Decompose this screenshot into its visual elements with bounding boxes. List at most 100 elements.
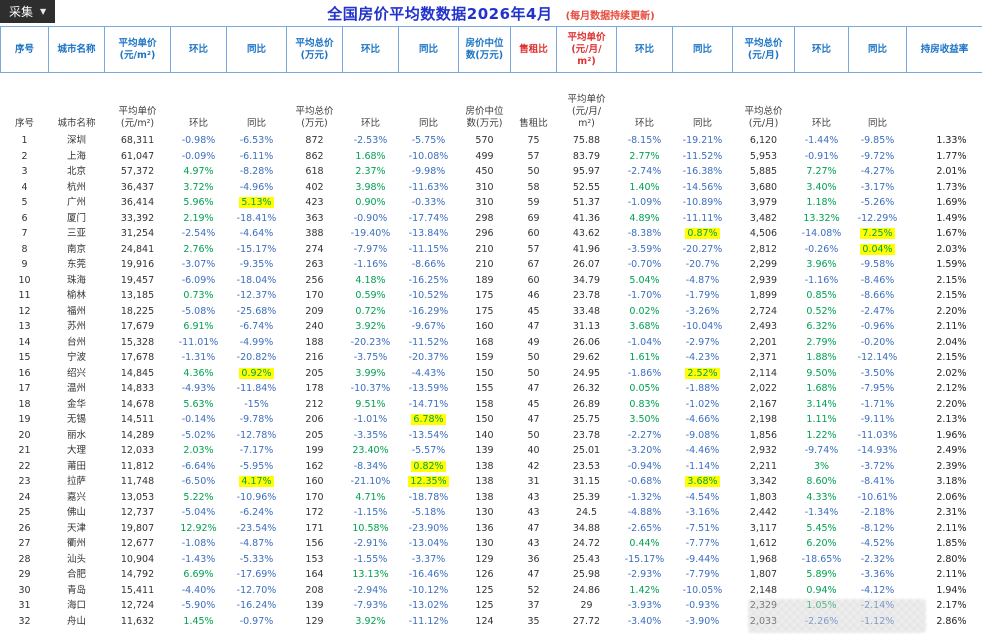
cell-tb2: -11.63% bbox=[408, 181, 449, 193]
cell-price: 33,392 bbox=[120, 212, 155, 224]
cell-yield: 2.49% bbox=[936, 445, 967, 456]
table-row: 23 拉萨 11,748 -6.50% 4.17% 160 -21.10% 12.35% 138… bbox=[1, 474, 982, 490]
cell-price: 14,845 bbox=[120, 367, 155, 379]
cell-rent_total: 2,329 bbox=[749, 600, 778, 611]
cell-hb2: 3.98% bbox=[355, 181, 386, 193]
cell-tb1: -12.78% bbox=[236, 429, 277, 441]
cell-ratio: 49 bbox=[527, 336, 540, 348]
cell-rent: 83.79 bbox=[572, 150, 601, 162]
table-row: 26 天津 19,807 12.92% -23.54% 171 10.58% -23.90% 1… bbox=[1, 521, 982, 537]
cell-hb4: 13.32% bbox=[803, 212, 840, 224]
cell-total: 208 bbox=[305, 584, 324, 596]
cell-idx: 25 bbox=[18, 507, 31, 518]
cell-tb2: -5.75% bbox=[411, 135, 446, 146]
collect-button[interactable]: 采集 ▼ bbox=[0, 0, 56, 23]
cell-ratio: 31 bbox=[527, 476, 540, 487]
cell-hb4: 9.50% bbox=[806, 367, 837, 379]
cell-total: 162 bbox=[305, 460, 324, 472]
highlighted-value: 5.13% bbox=[239, 197, 274, 208]
col-subheader-rent: 平均单价 (元/月/m²) bbox=[567, 94, 606, 129]
cell-median: 450 bbox=[475, 166, 494, 177]
cell-median: 175 bbox=[475, 305, 494, 317]
cell-tb2: -11.12% bbox=[408, 615, 449, 627]
table-header: 序号 城市名称 平均单价 (元/m²) 环比 同比 平均总价 (万元) 环比 同比 房价中位 数(万元… bbox=[0, 26, 982, 134]
cell-idx: 7 bbox=[21, 228, 28, 239]
cell-price: 36,414 bbox=[120, 197, 155, 208]
cell-yield: 2.20% bbox=[936, 305, 967, 317]
cell-ratio: 50 bbox=[527, 166, 540, 177]
cell-tb4: -3.17% bbox=[860, 181, 895, 193]
cell-hb1: -0.14% bbox=[181, 414, 216, 425]
cell-tb2: -5.18% bbox=[411, 507, 446, 518]
table-row: 6 厦门 33,392 2.19% -18.41% 363 -0.90% -17.74% 298… bbox=[1, 211, 982, 227]
cell-city: 宁波 bbox=[66, 352, 86, 363]
cell-ratio: 47 bbox=[527, 321, 540, 332]
cell-hb1: -11.01% bbox=[178, 336, 219, 348]
cell-hb2: -21.10% bbox=[350, 476, 391, 487]
cell-price: 12,677 bbox=[120, 538, 155, 549]
cell-hb3: 1.61% bbox=[629, 352, 660, 363]
cell-rent_total: 2,114 bbox=[749, 367, 778, 379]
cell-tb1: 5.13% bbox=[227, 195, 287, 211]
cell-city: 福州 bbox=[66, 305, 86, 317]
cell-hb1: 6.69% bbox=[183, 569, 214, 580]
highlighted-value: 2.52% bbox=[685, 367, 720, 379]
cell-total: 206 bbox=[305, 414, 324, 425]
cell-hb4: -14.08% bbox=[801, 228, 842, 239]
cell-rent: 41.36 bbox=[572, 212, 601, 224]
cell-tb4: -0.96% bbox=[860, 321, 895, 332]
cell-hb1: 5.22% bbox=[183, 491, 214, 503]
cell-tb3: -4.66% bbox=[685, 414, 720, 425]
cell-hb4: 1.05% bbox=[806, 600, 837, 611]
cell-rent_total: 6,120 bbox=[749, 135, 778, 146]
cell-ratio: 75 bbox=[527, 135, 540, 146]
cell-hb2: 0.72% bbox=[355, 305, 386, 317]
cell-median: 138 bbox=[475, 460, 494, 472]
col-header-tb3: 同比 bbox=[672, 26, 733, 73]
cell-total: 363 bbox=[305, 212, 324, 224]
cell-yield: 2.11% bbox=[936, 569, 967, 580]
cell-rent_total: 3,680 bbox=[749, 181, 778, 193]
cell-city: 南京 bbox=[66, 243, 86, 255]
cell-median: 296 bbox=[475, 228, 494, 239]
col-subheader-tb1: 同比 bbox=[246, 118, 266, 129]
cell-city: 青岛 bbox=[66, 584, 86, 596]
cell-idx: 11 bbox=[18, 290, 31, 301]
cell-hb1: -4.93% bbox=[181, 383, 216, 394]
cell-rent_total: 3,117 bbox=[749, 522, 778, 534]
table-row: 12 福州 18,225 -5.08% -25.68% 209 0.72% -16.29% 17… bbox=[1, 304, 982, 320]
cell-hb3: -1.04% bbox=[627, 336, 662, 348]
cell-hb3: 2.77% bbox=[629, 150, 660, 162]
cell-price: 14,289 bbox=[120, 429, 155, 441]
cell-median: 126 bbox=[475, 569, 494, 580]
cell-city: 杭州 bbox=[66, 181, 86, 193]
cell-yield: 2.80% bbox=[936, 553, 967, 565]
cell-tb1: -12.70% bbox=[236, 584, 277, 596]
cell-rent_total: 2,442 bbox=[749, 507, 778, 518]
cell-hb2: -1.55% bbox=[353, 553, 388, 565]
cell-tb4: -8.41% bbox=[860, 476, 895, 487]
cell-rent: 75.88 bbox=[572, 135, 601, 146]
cell-hb2: -10.37% bbox=[350, 383, 391, 394]
col-subheader-price: 平均单价 (元/m²) bbox=[118, 106, 157, 129]
cell-tb1: -5.33% bbox=[239, 553, 274, 565]
cell-tb3: -4.23% bbox=[685, 352, 720, 363]
cell-rent: 27.72 bbox=[572, 615, 601, 627]
cell-hb4: 3% bbox=[813, 460, 830, 472]
cell-tb4: -3.50% bbox=[860, 367, 895, 379]
cell-ratio: 60 bbox=[527, 274, 540, 286]
col-subheader-idx: 序号 bbox=[14, 118, 34, 129]
cell-tb2: 12.35% bbox=[399, 474, 459, 490]
cell-median: 129 bbox=[475, 553, 494, 565]
cell-city: 汕头 bbox=[66, 553, 86, 565]
cell-tb2: -13.84% bbox=[408, 228, 449, 239]
cell-ratio: 46 bbox=[527, 290, 540, 301]
cell-total: 171 bbox=[305, 522, 324, 534]
cell-rent: 43.62 bbox=[572, 228, 601, 239]
cell-price: 17,678 bbox=[120, 352, 155, 363]
cell-tb3: -4.54% bbox=[685, 491, 720, 503]
cell-rent: 24.86 bbox=[572, 584, 601, 596]
cell-hb3: -3.59% bbox=[627, 243, 662, 255]
cell-idx: 4 bbox=[21, 181, 28, 193]
table-row: 10 珠海 19,457 -6.09% -18.04% 256 4.18% -16.25% 18… bbox=[1, 273, 982, 289]
